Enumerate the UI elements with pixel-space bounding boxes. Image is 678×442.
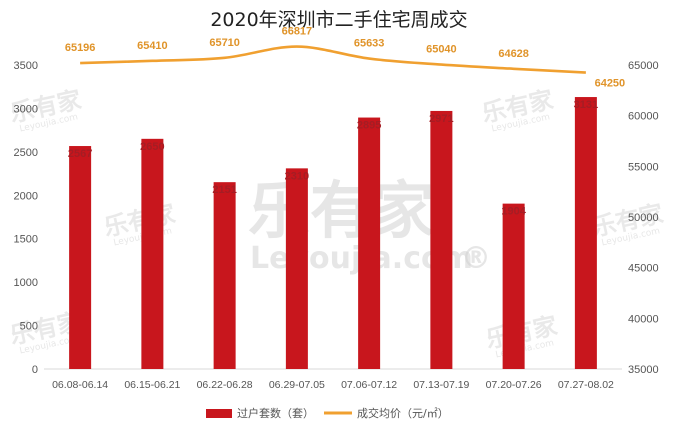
- bar-data-label: 3131: [574, 99, 598, 111]
- legend-swatch-bars: [206, 409, 232, 418]
- y-left-tick-label: 2000: [14, 190, 38, 202]
- x-tick-label: 07.06-07.12: [341, 379, 397, 391]
- x-axis: 06.08-06.14 06.15-06.21 06.22-06.28 06.29-0…: [44, 368, 622, 391]
- x-tick-label: 06.08-06.14: [52, 379, 108, 391]
- bar-series: [69, 97, 597, 370]
- y-right-tick-label: 60000: [628, 111, 659, 123]
- x-tick-label: 07.27-08.02: [558, 379, 614, 391]
- bar: [69, 146, 92, 369]
- bar: [358, 117, 381, 369]
- watermark-group: 乐有家Leyoujia.com®乐有家Leyoujia.com乐有家Leyouj…: [7, 86, 665, 361]
- bar-data-labels: 2567 2650 2151 2310 2895 2971 1904 3131: [68, 99, 598, 218]
- x-tick-label: 06.22-06.28: [197, 379, 253, 391]
- y-axis-left: 0 500 1000 1500 2000 2500 3000 3500: [14, 60, 38, 376]
- bar-data-label: 2650: [140, 141, 164, 153]
- line-data-label: 64250: [595, 78, 626, 90]
- bar-data-label: 1904: [501, 206, 526, 218]
- line-data-labels: 65196 65410 65710 66817 65633 65040 64628 64250: [65, 26, 625, 90]
- line-data-label: 65410: [137, 40, 168, 52]
- y-left-tick-label: 500: [20, 321, 38, 333]
- line-data-label: 65710: [209, 37, 240, 49]
- y-axis-right: 35000 40000 45000 50000 55000 60000 65000: [628, 60, 659, 376]
- price-line: [80, 45, 586, 74]
- y-right-tick-label: 55000: [628, 161, 659, 173]
- x-tick-label: 07.13-07.19: [413, 379, 469, 391]
- bar: [574, 97, 597, 369]
- legend-label-bars: 过户套数（套）: [237, 406, 314, 420]
- y-right-tick-label: 65000: [628, 60, 659, 72]
- x-tick-label: 06.29-07.05: [269, 379, 325, 391]
- bar: [141, 138, 164, 369]
- bar: [502, 203, 525, 369]
- bar: [285, 168, 308, 369]
- bar-data-label: 2895: [357, 120, 381, 132]
- line-data-label: 66817: [282, 26, 313, 38]
- y-right-tick-label: 40000: [628, 313, 659, 325]
- bar: [213, 182, 236, 369]
- chart-title: 2020年深圳市二手住宅周成交: [210, 9, 467, 31]
- y-left-tick-label: 2500: [14, 147, 38, 159]
- bar-data-label: 2567: [68, 148, 92, 160]
- line-data-label: 65040: [426, 44, 457, 56]
- line-data-label: 64628: [498, 48, 529, 60]
- bar-data-label: 2310: [285, 170, 309, 182]
- line-series: [80, 45, 586, 74]
- bar-data-label: 2151: [212, 184, 236, 196]
- y-right-tick-label: 50000: [628, 212, 659, 224]
- legend-label-line: 成交均价（元/㎡）: [357, 406, 449, 420]
- y-left-tick-label: 1500: [14, 234, 38, 246]
- legend: 过户套数（套） 成交均价（元/㎡）: [206, 406, 449, 420]
- watermark-brand-large: 乐有家: [248, 174, 434, 247]
- y-left-tick-label: 0: [32, 364, 38, 376]
- line-data-label: 65633: [354, 38, 385, 50]
- x-tick-label: 07.20-07.26: [486, 379, 542, 391]
- bar-data-label: 2971: [429, 113, 453, 125]
- line-data-label: 65196: [65, 42, 96, 54]
- watermark-registered-mark: ®: [461, 241, 491, 276]
- y-right-tick-label: 35000: [628, 364, 659, 376]
- y-right-tick-label: 45000: [628, 263, 659, 275]
- y-left-tick-label: 1000: [14, 277, 38, 289]
- x-tick-label: 06.15-06.21: [124, 379, 180, 391]
- bar: [430, 110, 453, 370]
- y-left-tick-label: 3500: [14, 60, 38, 72]
- y-left-tick-label: 3000: [14, 103, 38, 115]
